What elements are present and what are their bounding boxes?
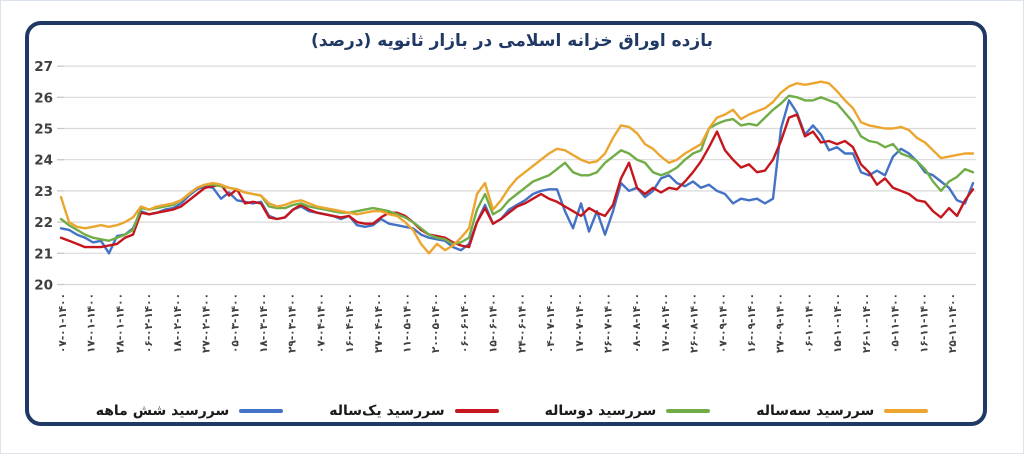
x-axis-tick-label: ۲۷-۰۲-۱۴۰۰	[201, 293, 213, 353]
x-axis-tick-label: ۰۵-۰۳-۱۴۰۰	[229, 293, 241, 353]
chart-title: بازده اوراق خزانه اسلامی در بازار ثانویه…	[311, 31, 713, 51]
x-axis-tick-label: ۱۷-۰۸-۱۴۰۰	[660, 293, 672, 353]
x-axis-tick-label: ۰۸-۰۸-۱۴۰۰	[631, 293, 643, 353]
x-axis-tick-label: ۱۸-۰۲-۱۴۰۰	[172, 293, 184, 353]
legend-label-3-year: سررسید سه‌ساله	[756, 403, 875, 419]
series-line-0	[59, 99, 975, 255]
x-axis-tick-label: ۲۷-۰۹-۱۴۰۰	[775, 293, 787, 353]
x-axis-tick-label: ۲۷-۰۴-۱۴۰۰	[373, 293, 385, 353]
y-axis-tick-label: 22	[34, 215, 53, 231]
legend-item-3-year: سررسید سه‌ساله	[756, 403, 929, 419]
x-axis-tick-label: ۱۷-۰۱-۱۴۰۰	[86, 293, 98, 353]
x-axis-tick-label: ۲۶-۰۷-۱۴۰۰	[603, 293, 615, 353]
y-axis-tick-label: 27	[34, 59, 53, 75]
y-axis-tick-label: 23	[34, 184, 53, 200]
x-axis-tick-label: ۲۶-۰۸-۱۴۰۰	[689, 293, 701, 353]
y-axis-tick-label: 25	[34, 122, 53, 138]
legend-item-2-year: سررسید دوساله	[545, 403, 711, 419]
chart-frame-border	[25, 21, 987, 426]
y-axis-tick-label: 20	[34, 278, 53, 294]
x-axis-tick-label: ۲۰-۰۵-۱۴۰۰	[430, 293, 442, 353]
x-axis-tick-label: ۰۴-۰۷-۱۴۰۰	[545, 293, 557, 353]
legend-swatch-6-month-line	[239, 408, 284, 414]
x-axis-tick-label: ۱۱-۰۵-۱۴۰۰	[402, 293, 414, 353]
x-axis-tick-label: ۱۶-۰۹-۱۴۰۰	[746, 293, 758, 353]
legend-label-6-month: سررسید شش ماهه	[95, 403, 230, 419]
x-axis-tick-label: ۲۶-۱۰-۱۴۰۰	[861, 293, 873, 353]
x-axis-tick-label: ۰۶-۱۰-۱۴۰۰	[804, 293, 816, 353]
legend-swatch-3-year-line	[884, 408, 929, 414]
x-axis-tick-label: ۲۴-۰۶-۱۴۰۰	[516, 293, 528, 353]
x-axis-tick-label: ۰۵-۱۱-۱۴۰۰	[890, 293, 902, 353]
x-axis-tick-label: ۰۶-۰۲-۱۴۰۰	[143, 293, 155, 353]
x-axis-tick-label: ۲۸-۰۱-۱۴۰۰	[114, 293, 126, 353]
x-axis-tick-label: ۱۵-۰۶-۱۴۰۰	[488, 293, 500, 353]
x-axis-tick-label: ۱۶-۰۴-۱۴۰۰	[344, 293, 356, 353]
series-line-3	[59, 80, 975, 255]
legend-item-1-year: سررسید یک‌ساله	[329, 403, 499, 419]
y-axis-tick-label: 26	[34, 90, 53, 106]
x-axis-tick-label: ۲۹-۰۳-۱۴۰۰	[287, 293, 299, 353]
x-axis-tick-label: ۰۷-۰۹-۱۴۰۰	[717, 293, 729, 353]
x-axis-tick-label: ۱۵-۱۰-۱۴۰۰	[832, 293, 844, 353]
y-axis-tick-label: 24	[34, 153, 53, 169]
chart-legend: سررسید شش ماهه سررسید یک‌ساله سررسید دوس…	[1, 403, 1023, 419]
x-axis-tick-label: ۰۷-۰۱-۱۴۰۰	[57, 293, 69, 353]
x-axis-tick-label: ۰۶-۰۶-۱۴۰۰	[459, 293, 471, 353]
series-line-2	[59, 94, 975, 246]
x-axis-tick-label: ۱۶-۱۱-۱۴۰۰	[918, 293, 930, 353]
x-axis-tick-label: ۲۵-۱۱-۱۴۰۰	[947, 293, 959, 353]
legend-swatch-2-year-line	[666, 408, 711, 414]
x-axis-tick-label: ۰۷-۰۴-۱۴۰۰	[315, 293, 327, 353]
legend-item-6-month: سررسید شش ماهه	[96, 403, 284, 419]
legend-swatch-1-year-line	[454, 408, 499, 414]
series-line-1	[59, 113, 975, 249]
legend-label-2-year: سررسید دوساله	[544, 403, 657, 419]
x-axis-tick-label: ۱۸-۰۳-۱۴۰۰	[258, 293, 270, 353]
legend-label-1-year: سررسید یک‌ساله	[329, 403, 445, 419]
y-axis-tick-label: 21	[34, 246, 53, 262]
x-axis-tick-label: ۱۷-۰۷-۱۴۰۰	[574, 293, 586, 353]
